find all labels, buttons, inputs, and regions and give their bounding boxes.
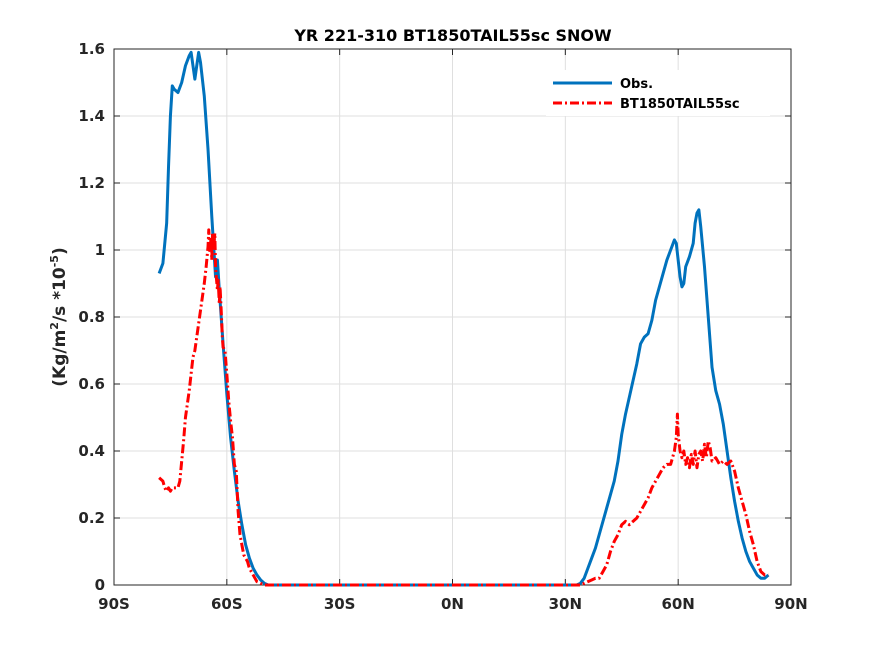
x-tick-label-5: 60N	[661, 595, 694, 613]
series-layer	[157, 50, 770, 587]
legend-label-obs: Obs.	[620, 77, 653, 92]
chart-title: YR 221-310 BT1850TAIL55sc SNOW	[293, 26, 612, 45]
y-axis-label: (Kg/m2/s *10-5)	[48, 247, 70, 387]
y-tick-label-3: 0.6	[78, 375, 105, 393]
x-tick-label-3: 0N	[441, 595, 464, 613]
x-tick-label-4: 30N	[549, 595, 582, 613]
tick-label-layer: 90S 60S 30S 0N 30N 60N 90N 0 0.2 0.4 0.6 0.8 1 1.2 1.4…	[78, 40, 807, 613]
y-tick-label-2: 0.4	[78, 442, 105, 460]
y-tick-label-7: 1.4	[78, 107, 105, 125]
x-tick-label-6: 90N	[774, 595, 807, 613]
y-axis-label-superscript-1: 2	[48, 322, 61, 330]
y-axis-label-suffix: )	[50, 247, 70, 255]
y-tick-label-1: 0.2	[78, 509, 105, 527]
y-axis-label-prefix: (Kg/m	[50, 330, 70, 387]
legend-label-model: BT1850TAIL55sc	[620, 97, 740, 112]
series-line-0	[157, 50, 770, 587]
x-tick-label-0: 90S	[98, 595, 130, 613]
y-tick-label-6: 1.2	[78, 174, 105, 192]
x-tick-label-1: 60S	[211, 595, 243, 613]
y-tick-label-8: 1.6	[78, 40, 105, 58]
x-tick-label-2: 30S	[324, 595, 356, 613]
y-axis-label-superscript-2: -5	[48, 255, 61, 267]
y-tick-label-4: 0.8	[78, 308, 105, 326]
y-tick-label-5: 1	[95, 241, 105, 259]
legend: Obs. BT1850TAIL55sc	[546, 70, 770, 116]
series-line-1	[158, 228, 769, 587]
y-axis-label-middle: /s *10	[50, 267, 70, 322]
y-tick-label-0: 0	[95, 576, 105, 594]
legend-box	[546, 70, 770, 116]
